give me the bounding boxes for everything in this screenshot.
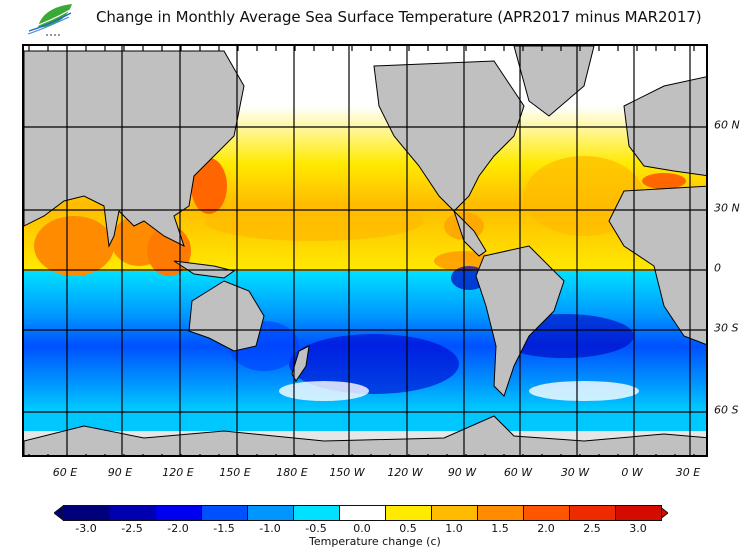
colorbar-swatch [569, 505, 616, 521]
longitude-tick-label: 0 W [621, 466, 643, 479]
colorbar-swatch [523, 505, 570, 521]
latitude-tick-label: 0 [714, 261, 721, 275]
longitude-tick-label: 60 W [503, 466, 533, 479]
latitude-tick-label: 30 S [714, 321, 739, 335]
map-canvas [24, 46, 706, 455]
land-australia [188, 280, 265, 352]
colorbar-tick-label: 2.0 [537, 522, 555, 535]
warm-mediterranean [642, 173, 686, 189]
colorbar-tick-label: -0.5 [305, 522, 327, 535]
latitude-tick-label: 30 N [714, 201, 740, 215]
colorbar-tick-label: 3.0 [629, 522, 647, 535]
colorbar-tick-label: 1.0 [445, 522, 463, 535]
land-antarctica [24, 415, 706, 455]
warm-north-pacific [204, 201, 424, 241]
latitude-tick-label: 60 N [714, 118, 740, 132]
longitude-tick-label: 180 E [276, 466, 308, 479]
warm-arabian-sea [34, 216, 114, 276]
colorbar-swatch [615, 505, 662, 521]
neutral-south-atlantic-patch [529, 381, 639, 401]
neutral-south-pacific-patch [279, 381, 369, 401]
longitude-tick-label: 150 W [329, 466, 365, 479]
land-europe [623, 76, 706, 176]
colorbar-swatch [201, 505, 248, 521]
colorbar-under-arrow [54, 505, 64, 521]
colorbar-swatch [293, 505, 340, 521]
cold-south-pacific [289, 334, 459, 394]
colorbar-tick-label: 0.5 [399, 522, 417, 535]
colorbar-swatch [477, 505, 524, 521]
longitude-tick-label: 90 W [447, 466, 477, 479]
leaf-logo-icon [24, 2, 76, 40]
longitude-tick-label: 120 E [162, 466, 194, 479]
longitude-tick-label: 120 W [387, 466, 423, 479]
warm-japan [191, 158, 227, 214]
longitude-tick-label: 150 E [219, 466, 251, 479]
colorbar [54, 505, 668, 521]
colorbar-tick-label: 0.0 [353, 522, 371, 535]
sst-change-map [22, 44, 708, 457]
longitude-tick-label: 30 W [560, 466, 590, 479]
page-title: Change in Monthly Average Sea Surface Te… [96, 8, 702, 26]
colorbar-swatch [109, 505, 156, 521]
colorbar-tick-label: -1.0 [259, 522, 281, 535]
colorbar-title: Temperature change (c) [309, 535, 441, 548]
longitude-tick-label: 90 E [107, 466, 133, 479]
colorbar-swatch [339, 505, 386, 521]
colorbar-tick-label: -2.0 [167, 522, 189, 535]
land-greenland [513, 46, 595, 117]
colorbar-tick-label: -3.0 [75, 522, 97, 535]
colorbar-tick-label: 1.5 [491, 522, 509, 535]
land-central-america [453, 210, 487, 257]
colorbar-tick-label: 2.5 [583, 522, 601, 535]
colorbar-swatch [155, 505, 202, 521]
longitude-tick-label: 30 E [675, 466, 701, 479]
latitude-tick-label: 60 S [714, 403, 739, 417]
colorbar-swatch [385, 505, 432, 521]
land-new-zealand [291, 345, 310, 382]
colorbar-swatch [63, 505, 110, 521]
colorbar-swatch [431, 505, 478, 521]
colorbar-tick-label: -1.5 [213, 522, 235, 535]
land-north-america [373, 60, 525, 212]
land-asia [24, 50, 245, 248]
land-africa [608, 185, 706, 345]
longitude-tick-label: 60 E [52, 466, 78, 479]
colorbar-swatch [247, 505, 294, 521]
colorbar-tick-label: -2.5 [121, 522, 143, 535]
